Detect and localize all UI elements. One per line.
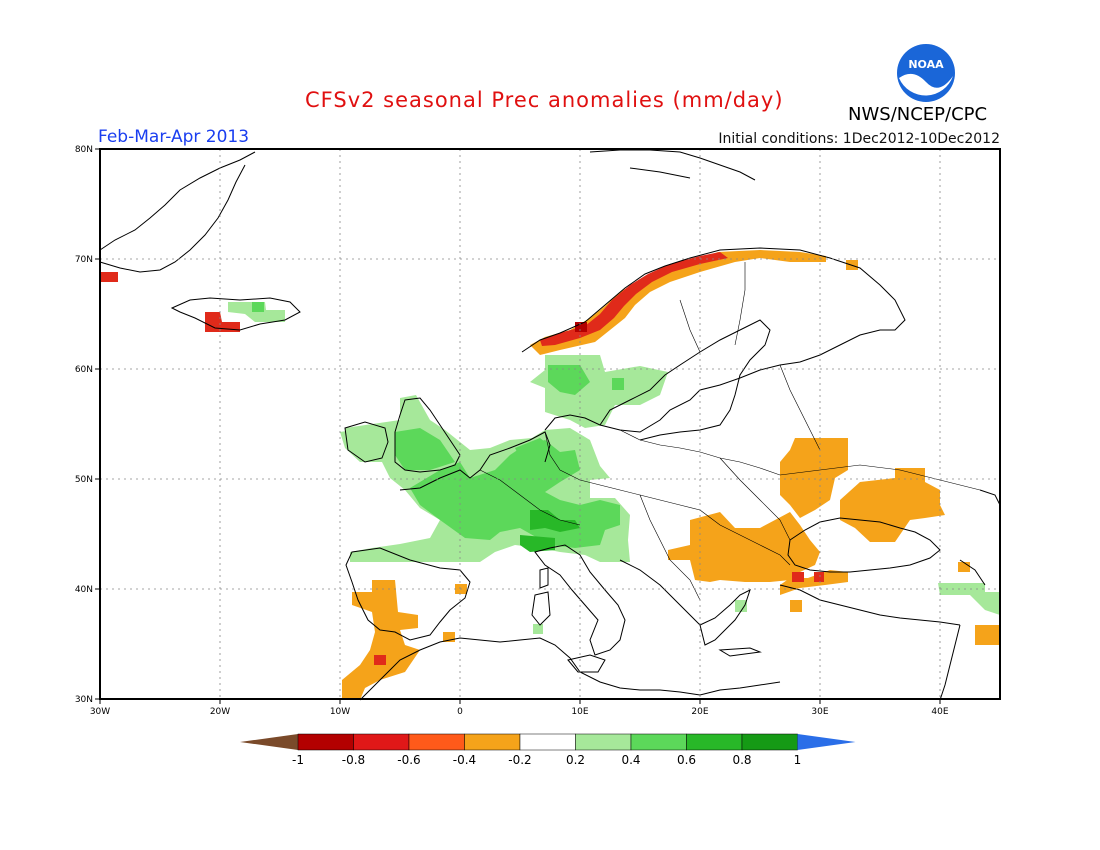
- iceland-coast: [170, 297, 301, 331]
- borders: [479, 262, 981, 601]
- lon-labels: 30W 20W 10W 0 10E 20E 30E 40E: [90, 707, 949, 717]
- iran-orange-cell: [975, 625, 1000, 645]
- logo-text: NOAA: [908, 58, 944, 71]
- turkey-red-cell-2: [814, 572, 824, 582]
- legend-swatch: [519, 733, 576, 751]
- lon-label: 20E: [691, 707, 708, 717]
- lat-label: 30N: [75, 695, 93, 705]
- axis-ticks: [95, 148, 941, 704]
- norway-orange-region: [530, 250, 826, 355]
- sweden-green-cell: [612, 378, 624, 390]
- british-isles-coast: [394, 397, 461, 473]
- lon-label: 20W: [210, 707, 230, 717]
- greece-coast: [699, 589, 751, 646]
- agency-label: NWS/NCEP/CPC: [848, 104, 988, 125]
- sardinia-coast: [531, 591, 551, 626]
- map-frame: [99, 148, 1001, 700]
- adriatic-coast: [619, 559, 701, 626]
- italy-coast: [534, 544, 626, 656]
- legend-label: -1: [292, 753, 304, 767]
- legend-label: 1: [794, 753, 802, 767]
- north-africa-coast: [359, 637, 781, 701]
- legend-label: -0.4: [453, 753, 476, 767]
- legend-label: -0.6: [397, 753, 420, 767]
- france-coast: [399, 431, 551, 491]
- norway-dark-red-strip: [540, 252, 728, 346]
- turkey-orange-cell: [790, 600, 802, 612]
- caspian-coast: [959, 489, 1001, 586]
- legend-swatch: [630, 733, 687, 751]
- legend-arrow-low: [240, 734, 298, 750]
- legend-swatch: [353, 733, 410, 751]
- iberia-green-cell: [533, 624, 543, 634]
- lon-label: 10W: [330, 707, 350, 717]
- color-legend: -1 -0.8 -0.6 -0.4 -0.2 0.2 0.4 0.6 0.8 1: [240, 733, 856, 767]
- black-sea-coast: [787, 517, 941, 573]
- central-europe-mid-green: [530, 510, 580, 532]
- legend-label: 0.4: [621, 753, 640, 767]
- caspian-orange-cell: [958, 562, 970, 572]
- greenland-coast: [99, 151, 256, 273]
- corsica-coast: [539, 567, 549, 589]
- legend-label: -0.2: [508, 753, 531, 767]
- lon-label: 0: [457, 707, 463, 717]
- crete-coast: [718, 647, 762, 657]
- crimea-orange-region: [840, 468, 945, 542]
- ukraine-orange-region: [780, 438, 848, 518]
- lat-labels: 80N 70N 60N 50N 40N 30N: [75, 145, 93, 705]
- lon-label: 40E: [931, 707, 948, 717]
- lon-label: 10E: [571, 707, 588, 717]
- legend-swatch: [464, 733, 521, 751]
- iberia-orange-region: [342, 580, 420, 700]
- initial-conditions: Initial conditions: 1Dec2012-10Dec2012: [718, 131, 1000, 147]
- legend-label: 0.2: [566, 753, 585, 767]
- lon-label: 30W: [90, 707, 110, 717]
- anomaly-shading: [100, 250, 1000, 700]
- british-isles-green-2: [395, 428, 455, 470]
- legend-swatch: [297, 733, 354, 751]
- iceland-green-cell: [252, 302, 264, 312]
- balkans-orange-region: [668, 512, 820, 582]
- ireland-coast: [344, 421, 389, 463]
- turkey-red-cell-1: [792, 572, 804, 582]
- turkey-coast: [779, 584, 961, 626]
- legend-swatch: [575, 733, 632, 751]
- graticule: [100, 149, 1000, 699]
- middle-east-green-region: [938, 583, 1000, 615]
- legend-label: 0.8: [732, 753, 751, 767]
- scandinavia-coast: [521, 247, 906, 433]
- legend-label: -0.8: [342, 753, 365, 767]
- greece-green-cell: [735, 600, 747, 612]
- norway-dark-red-cell: [575, 322, 587, 332]
- lon-label: 30E: [811, 707, 828, 717]
- algeria-orange-cell: [443, 632, 455, 642]
- central-europe-mid-green-2: [520, 535, 555, 552]
- lat-label: 80N: [75, 145, 93, 155]
- lat-label: 70N: [75, 255, 93, 265]
- chart-title: CFSv2 seasonal Prec anomalies (mm/day): [305, 88, 784, 112]
- legend-swatch: [408, 733, 465, 751]
- legend-swatch: [686, 733, 743, 751]
- greenland-red-cell: [100, 272, 118, 282]
- iberia-coast: [345, 547, 471, 641]
- lat-label: 40N: [75, 585, 93, 595]
- coastlines: [99, 149, 1001, 701]
- legend-swatch: [741, 733, 798, 751]
- lat-label: 60N: [75, 365, 93, 375]
- sicily-coast: [567, 654, 606, 673]
- legend-label: 0.6: [677, 753, 696, 767]
- iberia-red-cell: [374, 655, 386, 665]
- levant-coast: [939, 624, 961, 701]
- noaa-logo: NOAA: [897, 44, 955, 102]
- forecast-period: Feb-Mar-Apr 2013: [98, 127, 250, 147]
- southern-scandinavia-mid-green: [548, 365, 590, 395]
- baltic-coast: [599, 319, 771, 441]
- legend-arrow-high: [797, 734, 856, 750]
- lat-label: 50N: [75, 475, 93, 485]
